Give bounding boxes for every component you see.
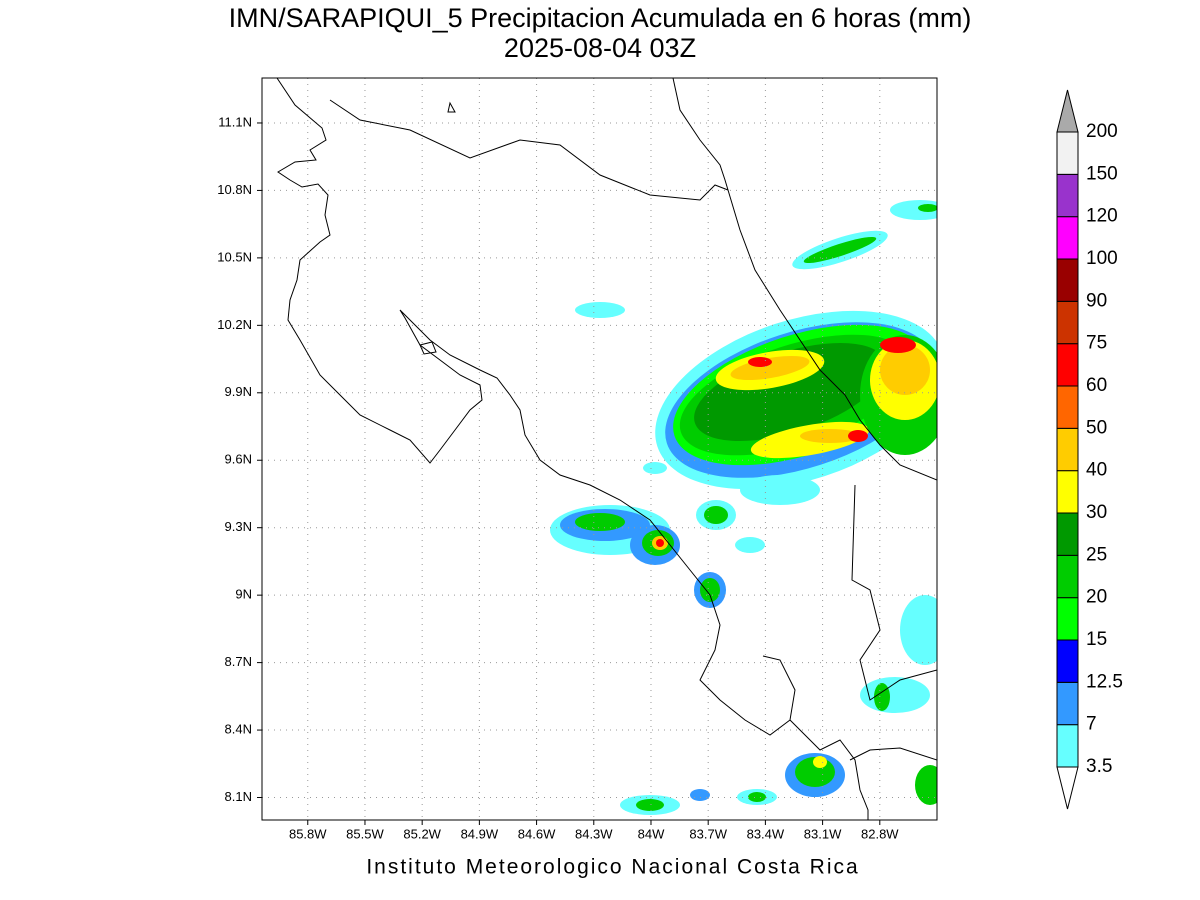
colorbar-label: 7 bbox=[1086, 714, 1097, 735]
colorbar-label: 75 bbox=[1086, 333, 1107, 354]
x-tick-label: 83.7W bbox=[689, 826, 727, 841]
y-tick-label: 10.5N bbox=[217, 249, 252, 264]
y-tick-label: 9.6N bbox=[225, 452, 252, 467]
coastlines bbox=[276, 78, 937, 820]
x-tick-label: 82.8W bbox=[861, 826, 899, 841]
colorbar-box bbox=[1056, 724, 1079, 768]
colorbar-box bbox=[1056, 216, 1079, 260]
x-tick-label: 85.2W bbox=[403, 826, 441, 841]
x-tick-label: 84W bbox=[638, 826, 665, 841]
colorbar-under bbox=[1056, 766, 1079, 810]
colorbar-label: 3.5 bbox=[1086, 756, 1112, 777]
precipitation-field bbox=[550, 200, 937, 815]
y-tick-label: 9N bbox=[235, 587, 252, 602]
colorbar-box bbox=[1056, 385, 1079, 429]
x-tick-label: 85.8W bbox=[289, 826, 327, 841]
colorbar-box bbox=[1056, 258, 1079, 302]
colorbar-label: 100 bbox=[1086, 248, 1118, 269]
y-tick-label: 9.9N bbox=[225, 384, 252, 399]
colorbar-box bbox=[1056, 512, 1079, 556]
colorbar-label: 25 bbox=[1086, 544, 1107, 565]
y-tick-label: 8.1N bbox=[225, 789, 252, 804]
colorbar-box bbox=[1056, 597, 1079, 641]
colorbar-box bbox=[1056, 343, 1079, 387]
colorbar-box bbox=[1056, 681, 1079, 726]
colorbar-label: 20 bbox=[1086, 587, 1107, 608]
map-frame bbox=[261, 77, 938, 821]
colorbar-label: 120 bbox=[1086, 206, 1118, 227]
x-tick-label: 84.9W bbox=[461, 826, 499, 841]
x-tick-label: 85.5W bbox=[346, 826, 384, 841]
y-tick-label: 11.1N bbox=[218, 114, 252, 129]
colorbar-label: 150 bbox=[1086, 163, 1118, 184]
colorbar-label: 90 bbox=[1086, 290, 1107, 311]
colorbar-label: 200 bbox=[1086, 121, 1118, 142]
colorbar-box bbox=[1056, 470, 1079, 514]
colorbar-box bbox=[1056, 554, 1079, 599]
y-tick-label: 8.7N bbox=[225, 654, 252, 669]
y-tick-label: 10.2N bbox=[217, 317, 252, 332]
x-tick-label: 83.4W bbox=[747, 826, 785, 841]
y-tick-label: 8.4N bbox=[225, 721, 252, 736]
colorbar-label: 12.5 bbox=[1086, 671, 1123, 692]
x-tick-label: 84.6W bbox=[518, 826, 556, 841]
colorbar-label: 50 bbox=[1086, 417, 1107, 438]
y-tick-label: 9.3N bbox=[225, 519, 252, 534]
subtitle: 2025-08-04 03Z bbox=[504, 33, 696, 63]
x-tick-label: 84.3W bbox=[575, 826, 613, 841]
y-tick-label: 10.8N bbox=[217, 182, 252, 197]
colorbar-box bbox=[1056, 131, 1079, 175]
colorbar-box bbox=[1056, 427, 1079, 472]
title: IMN/SARAPIQUI_5 Precipitacion Acumulada … bbox=[229, 3, 972, 33]
colorbar-over bbox=[1056, 89, 1079, 133]
colorbar-label: 40 bbox=[1086, 460, 1107, 481]
colorbar-label: 30 bbox=[1086, 502, 1107, 523]
colorbar-label: 60 bbox=[1086, 375, 1107, 396]
colorbar-box bbox=[1056, 300, 1079, 345]
x-tick-label: 83.1W bbox=[804, 826, 842, 841]
graticule: 85.8W 85.5W 85.2W 84.9W 84.6W 84.3W 84W 83.7W 83… bbox=[217, 78, 937, 841]
footer: Instituto Meteorologico Nacional Costa R… bbox=[366, 856, 859, 879]
colorbar-box bbox=[1056, 173, 1079, 218]
colorbar-box bbox=[1056, 639, 1079, 683]
colorbar-label: 15 bbox=[1086, 629, 1107, 650]
colorbar: 3.5 7 12.5 15 20 25 30 40 50 60 75 90 100 120 150 200 bbox=[1056, 89, 1123, 810]
